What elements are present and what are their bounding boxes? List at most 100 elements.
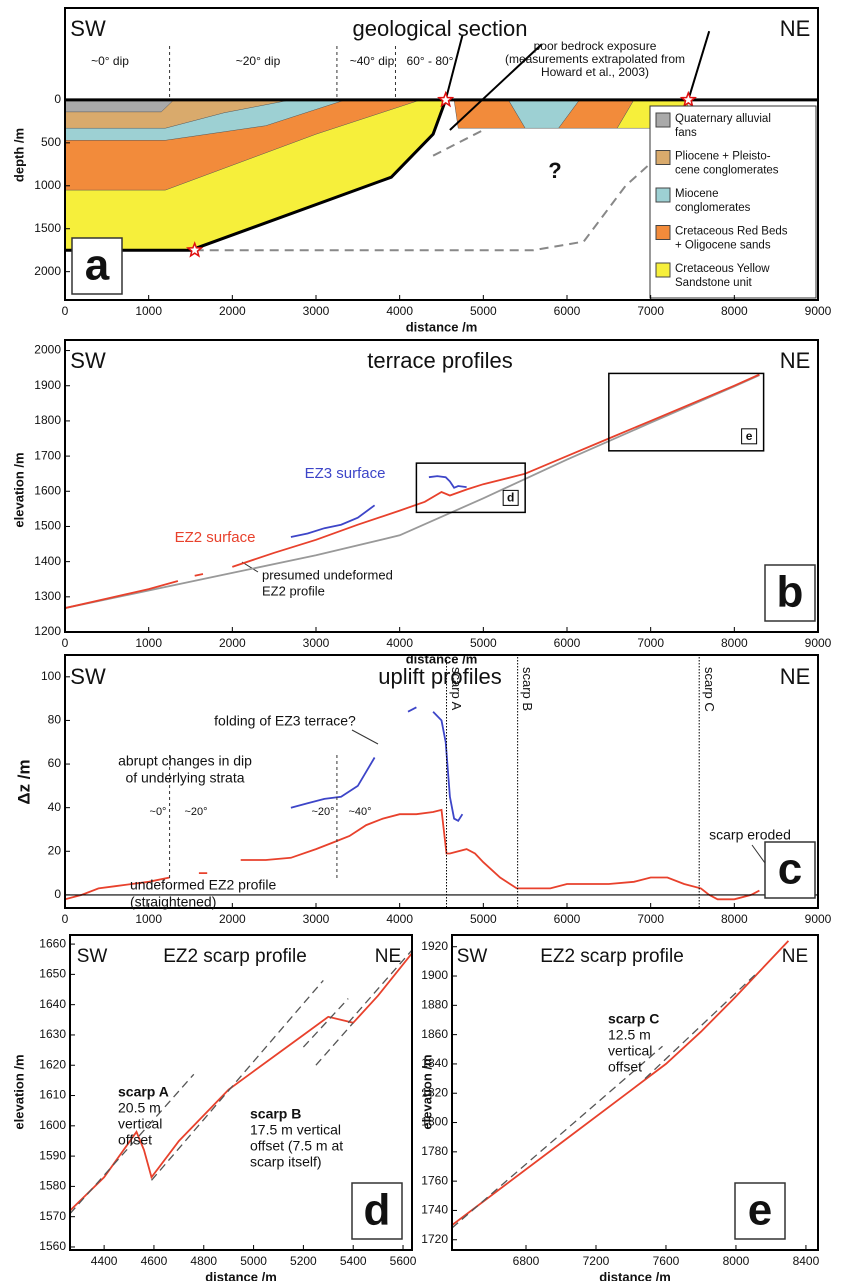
- annotation: undeformed EZ2 profile: [130, 877, 277, 893]
- inferred-fault: [432, 129, 484, 157]
- profile-line: [290, 706, 464, 822]
- legend-label: Cretaceous Red Beds: [675, 226, 788, 238]
- dip-label: ~20° dip: [236, 54, 281, 68]
- profile-line: [290, 475, 467, 538]
- y-tick-label: 1900: [421, 968, 448, 982]
- panel-letter: e: [748, 1186, 772, 1235]
- x-tick-label: 4000: [386, 304, 413, 318]
- legend-swatch: [655, 187, 671, 203]
- plot-frame: [64, 654, 819, 909]
- fit-line: [302, 998, 349, 1048]
- y-tick-label: 0: [54, 887, 61, 901]
- annotation: presumed undeformed: [262, 567, 393, 582]
- annotation: EZ2 surface: [175, 529, 256, 546]
- panel-title: uplift profiles: [378, 664, 502, 689]
- annotation: EZ2 profile: [262, 583, 325, 598]
- thrust-tip: [679, 90, 698, 108]
- legend-label: conglomerates: [675, 202, 751, 214]
- dip-label: ~40°: [348, 806, 371, 818]
- x-tick-label: 7000: [637, 636, 664, 650]
- panel-letter: d: [364, 1186, 391, 1235]
- x-tick-label: 2000: [219, 912, 246, 926]
- y-tick-label: 1700: [34, 448, 61, 462]
- legend-label: Miocene: [675, 188, 718, 200]
- x-tick-label: 3000: [303, 304, 330, 318]
- y-tick-label: 1860: [421, 1027, 448, 1041]
- annotation: (straightened): [130, 894, 216, 910]
- y-tick-label: 60: [48, 756, 62, 770]
- x-tick-label: 5000: [470, 912, 497, 926]
- plot-area: [65, 30, 818, 252]
- profile-line: [452, 940, 790, 1226]
- zoom-box-label: e: [746, 429, 753, 443]
- x-tick-label: 8000: [721, 304, 748, 318]
- panel-letter: b: [777, 568, 804, 617]
- panel-letter: c: [778, 845, 802, 894]
- y-tick-label: 1800: [421, 1115, 448, 1129]
- dip-label: 60° - 80°: [407, 54, 454, 68]
- plot-frame: [451, 934, 819, 1251]
- annotation: offset (7.5 m at: [250, 1138, 343, 1154]
- legend-label: cene conglomerates: [675, 165, 779, 177]
- annotation: abrupt changes in dip: [118, 753, 252, 769]
- fit-line: [452, 1045, 663, 1229]
- annotation: ?: [548, 158, 561, 183]
- panel-badge: [764, 841, 816, 899]
- zoom-box: [415, 462, 526, 514]
- x-tick-label: 7000: [637, 304, 664, 318]
- y-axis-label: elevation /m: [11, 1054, 26, 1129]
- zoom-box-tag: [502, 489, 519, 506]
- x-tick-label: 0: [62, 304, 69, 318]
- x-tick-label: 4400: [91, 1254, 118, 1268]
- annotation: vertical: [118, 1116, 162, 1132]
- x-tick-label: 8000: [721, 912, 748, 926]
- y-tick-label: 2000: [34, 264, 61, 278]
- annotation: offset: [118, 1132, 152, 1148]
- zoom-box-label: d: [507, 491, 514, 505]
- x-tick-label: 5000: [470, 636, 497, 650]
- scarp-label: scarp C: [702, 667, 717, 712]
- direction-label: NE: [780, 664, 811, 689]
- y-tick-label: 1640: [39, 997, 66, 1011]
- annotation: scarp B: [250, 1106, 301, 1122]
- plot-area: [70, 949, 412, 1215]
- x-tick-label: 4600: [141, 1254, 168, 1268]
- legend-swatch: [655, 112, 671, 128]
- x-axis-label: distance /m: [599, 1269, 671, 1281]
- legend-label: Sandstone unit: [675, 277, 753, 289]
- direction-label: SW: [70, 348, 106, 373]
- x-tick-label: 5000: [470, 304, 497, 318]
- x-tick-label: 2000: [219, 304, 246, 318]
- profile-line: [65, 373, 760, 609]
- legend-label: Cretaceous Yellow: [675, 263, 770, 275]
- direction-label: NE: [780, 348, 811, 373]
- annotation: of underlying strata: [125, 770, 244, 786]
- y-tick-label: 1660: [39, 936, 66, 950]
- thrust-tip: [436, 90, 455, 108]
- annotation-arrow: [351, 729, 379, 745]
- y-tick-label: 0: [54, 92, 61, 106]
- fault-line: [449, 43, 543, 131]
- annotation: folding of EZ3 terrace?: [214, 713, 356, 729]
- legend-box: [649, 105, 817, 299]
- x-tick-label: 0: [62, 912, 69, 926]
- legend-label: fans: [675, 127, 697, 139]
- x-tick-label: 9000: [805, 304, 832, 318]
- x-tick-label: 6000: [554, 912, 581, 926]
- y-tick-label: 1630: [39, 1027, 66, 1041]
- x-tick-label: 2000: [219, 636, 246, 650]
- y-tick-label: 1920: [421, 939, 448, 953]
- scarp-label: scarp B: [520, 667, 535, 711]
- y-tick-label: 1500: [34, 519, 61, 533]
- y-tick-label: 1570: [39, 1209, 66, 1223]
- y-tick-label: 1740: [421, 1203, 448, 1217]
- y-tick-label: 1400: [34, 554, 61, 568]
- fit-line: [151, 979, 324, 1181]
- annotation: scarp eroded: [709, 827, 791, 843]
- fit-line: [347, 949, 412, 1024]
- dip-label: ~20°: [184, 806, 207, 818]
- y-axis-label: elevation /m: [11, 452, 26, 527]
- x-tick-label: 6800: [513, 1254, 540, 1268]
